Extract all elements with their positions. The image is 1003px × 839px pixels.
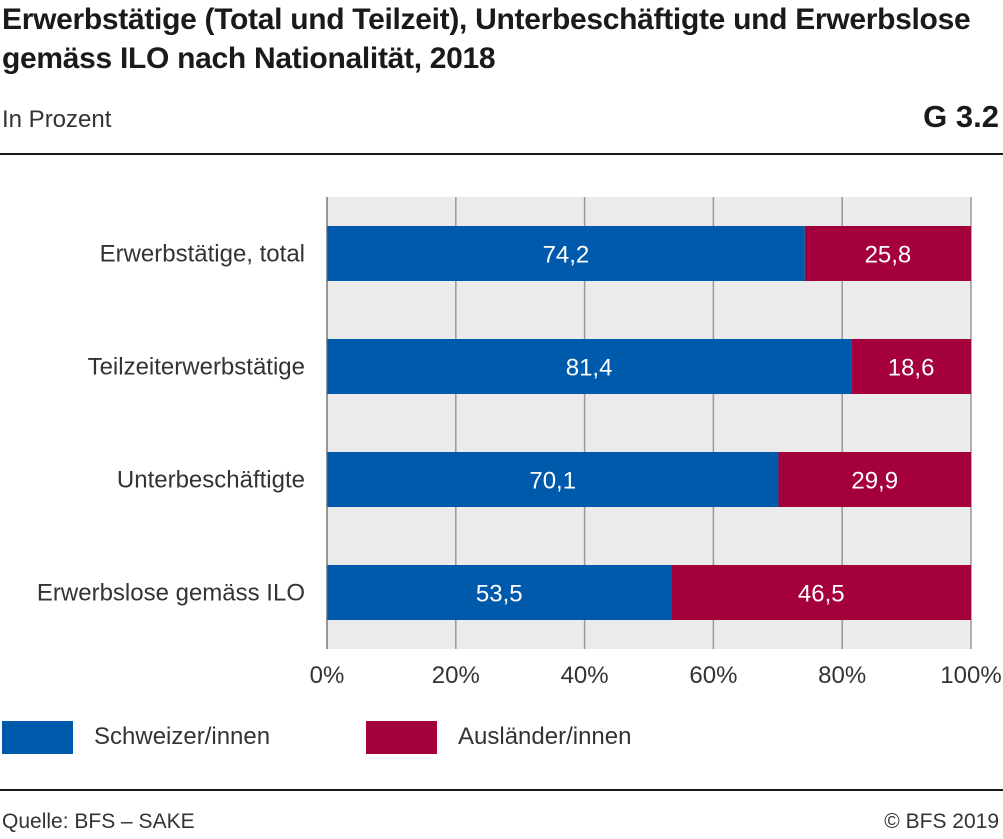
data-label-1-3: 46,5 xyxy=(798,581,845,608)
source-note: Quelle: BFS – SAKE xyxy=(2,810,195,833)
x-tick-label-60: 60% xyxy=(689,662,737,689)
copyright-note: © BFS 2019 xyxy=(884,810,999,833)
bar-1-0 xyxy=(804,226,971,281)
bar-0-3 xyxy=(327,565,672,620)
legend-item-auslaender: Ausländer/innen xyxy=(366,718,706,758)
data-label-1-2: 29,9 xyxy=(851,468,898,495)
footer-rule xyxy=(0,789,1003,791)
x-tick-label-80: 80% xyxy=(818,662,866,689)
data-label-0-0: 74,2 xyxy=(543,242,590,269)
data-label-0-1: 81,4 xyxy=(566,355,613,382)
chart-subtitle: In Prozent xyxy=(2,106,112,133)
category-label-3: Erwerbslose gemäss ILO xyxy=(37,580,305,607)
legend-label-schweizer: Schweizer/innen xyxy=(94,723,271,750)
legend-label-auslaender: Ausländer/innen xyxy=(458,723,632,750)
bar-0-1 xyxy=(327,339,852,394)
x-tick-label-0: 0% xyxy=(310,662,345,689)
x-tick-label-20: 20% xyxy=(432,662,480,689)
category-label-2: Unterbeschäftigte xyxy=(117,467,305,494)
x-tick-label-40: 40% xyxy=(561,662,609,689)
data-label-1-0: 25,8 xyxy=(865,242,912,269)
bar-0-0 xyxy=(327,226,805,281)
legend-swatch-auslaender xyxy=(366,721,437,754)
legend-item-schweizer: Schweizer/innen xyxy=(2,718,342,758)
legend-swatch-schweizer xyxy=(2,721,73,754)
data-label-1-1: 18,6 xyxy=(888,355,935,382)
header-rule xyxy=(0,153,1003,155)
bar-1-2 xyxy=(778,452,971,507)
bar-1-3 xyxy=(671,565,971,620)
category-label-1: Teilzeiterwerbstätige xyxy=(88,354,305,381)
data-label-0-3: 53,5 xyxy=(476,581,523,608)
bar-1-1 xyxy=(851,339,971,394)
data-label-0-2: 70,1 xyxy=(529,468,576,495)
bar-0-2 xyxy=(327,452,779,507)
chart-code: G 3.2 xyxy=(923,99,999,134)
category-label-0: Erwerbstätige, total xyxy=(100,241,305,268)
chart-title: Erwerbstätige (Total und Teilzeit), Unte… xyxy=(2,3,971,75)
stacked-bar-chart: 0% 20% 40% 60% 80% 100% Erwerbstätige, total 74… xyxy=(37,197,1002,689)
x-tick-label-100: 100% xyxy=(940,662,1001,689)
